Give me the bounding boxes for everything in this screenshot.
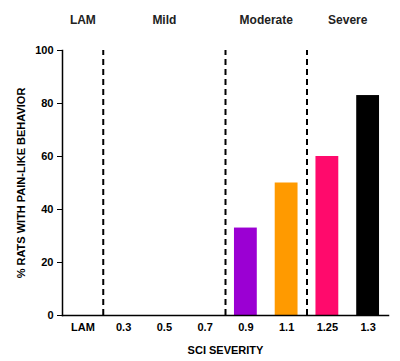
svg-text:1.3: 1.3 bbox=[360, 321, 375, 333]
svg-text:% RATS WITH PAIN-LIKE BEHAVIOR: % RATS WITH PAIN-LIKE BEHAVIOR bbox=[15, 88, 27, 279]
svg-text:0.5: 0.5 bbox=[157, 321, 172, 333]
svg-text:Mild: Mild bbox=[152, 13, 176, 27]
svg-text:1.25: 1.25 bbox=[317, 321, 338, 333]
svg-text:100: 100 bbox=[35, 44, 53, 56]
svg-text:0.3: 0.3 bbox=[116, 321, 131, 333]
svg-text:LAM: LAM bbox=[70, 13, 96, 27]
svg-text:0.7: 0.7 bbox=[197, 321, 212, 333]
svg-text:SCI SEVERITY: SCI SEVERITY bbox=[188, 344, 264, 356]
svg-text:40: 40 bbox=[41, 203, 53, 215]
svg-text:Severe: Severe bbox=[328, 13, 368, 27]
svg-text:1.1: 1.1 bbox=[279, 321, 294, 333]
svg-text:20: 20 bbox=[41, 256, 53, 268]
svg-text:60: 60 bbox=[41, 150, 53, 162]
svg-text:0.9: 0.9 bbox=[238, 321, 253, 333]
svg-text:Moderate: Moderate bbox=[240, 13, 294, 27]
svg-text:80: 80 bbox=[41, 97, 53, 109]
svg-text:LAM: LAM bbox=[71, 321, 95, 333]
svg-text:0: 0 bbox=[47, 309, 53, 321]
